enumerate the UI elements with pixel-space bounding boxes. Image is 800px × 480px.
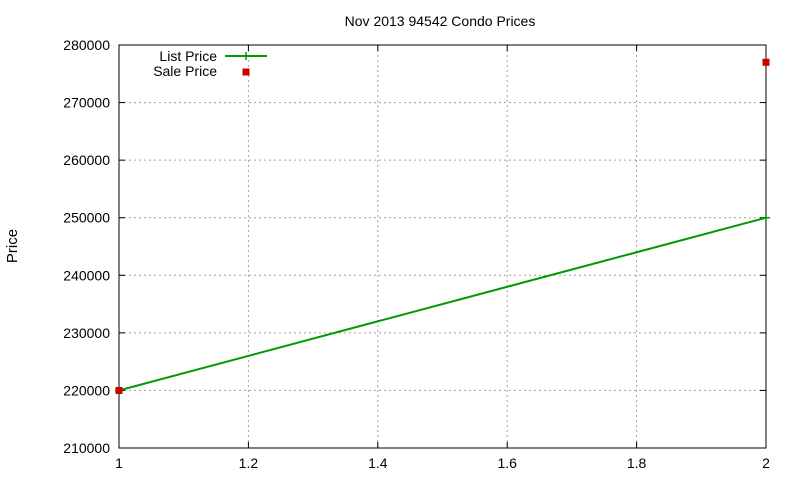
legend-marker-list-price: [242, 52, 250, 60]
axis-ticks: [118, 44, 767, 449]
x-tick-label: 1.2: [239, 455, 259, 471]
grid-lines: [119, 45, 766, 448]
y-tick-label: 230000: [63, 325, 110, 341]
tick-labels: 1 1.2 1.4 1.6 1.8 2 210000 220000 230000 240000 25…: [63, 37, 770, 471]
series-layer: [115, 58, 770, 395]
x-tick-label: 1.6: [497, 455, 517, 471]
y-tick-label: 260000: [63, 152, 110, 168]
x-tick-label: 1.8: [627, 455, 647, 471]
y-tick-label: 240000: [63, 267, 110, 283]
series-line-list-price: [118, 216, 767, 392]
chart-title: Nov 2013 94542 Condo Prices: [345, 13, 536, 29]
legend-label-sale-price: Sale Price: [153, 63, 217, 79]
data-point-sale-price: [762, 58, 770, 66]
legend-marker-sale-price: [242, 68, 250, 76]
data-point-sale-price: [115, 386, 123, 394]
y-axis-label: Price: [4, 229, 21, 263]
data-point-list-price: [762, 213, 770, 222]
x-tick-label: 2: [762, 455, 770, 471]
y-tick-label: 220000: [63, 382, 110, 398]
y-tick-label: 250000: [63, 210, 110, 226]
y-tick-label: 270000: [63, 95, 110, 111]
y-tick-label: 210000: [63, 440, 110, 456]
legend-label-list-price: List Price: [159, 48, 217, 64]
x-tick-label: 1.4: [368, 455, 388, 471]
y-tick-label: 280000: [63, 37, 110, 53]
plot-frame: [118, 44, 767, 449]
x-tick-label: 1: [115, 455, 123, 471]
